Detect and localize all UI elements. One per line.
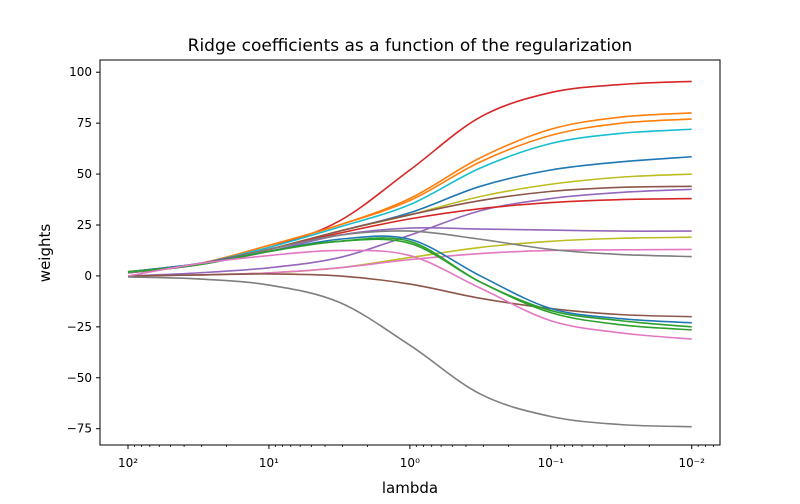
x-tick-label-2: 10¹ — [259, 456, 279, 470]
series-line-18 — [127, 249, 692, 340]
y-tick-label-7: 75 — [77, 116, 92, 130]
series-line-3 — [127, 118, 692, 273]
x-tick-label-5: 10⁻² — [679, 456, 706, 470]
y-tick-label-6: 50 — [77, 167, 92, 181]
chart-title: Ridge coefficients as a function of the … — [188, 36, 633, 56]
y-axis: −75 −50 −25 0 25 50 75 100 — [67, 65, 100, 436]
y-tick-label-1: −75 — [67, 422, 92, 436]
y-tick-label-3: −25 — [67, 320, 92, 334]
series-line-8 — [127, 188, 692, 277]
x-axis-label: lambda — [382, 479, 438, 497]
y-tick-label-5: 25 — [77, 218, 92, 232]
y-axis-label: weights — [36, 224, 54, 283]
x-tick-label-3: 10⁰ — [400, 456, 420, 470]
x-tick-label-1: 10² — [118, 456, 138, 470]
x-axis: 10² 10¹ 10⁰ 10⁻¹ 10⁻² — [118, 445, 714, 470]
y-tick-label-2: −50 — [67, 371, 92, 385]
series-line-2 — [127, 112, 692, 273]
y-tick-label-4: 0 — [84, 269, 92, 283]
series-line-14 — [127, 273, 692, 318]
plot-lines — [127, 80, 692, 428]
series-line-13 — [127, 230, 692, 274]
series-line-19 — [127, 276, 692, 428]
x-tick-label-4: 10⁻¹ — [538, 456, 565, 470]
y-tick-label-8: 100 — [69, 65, 92, 79]
plot-frame — [99, 59, 721, 446]
